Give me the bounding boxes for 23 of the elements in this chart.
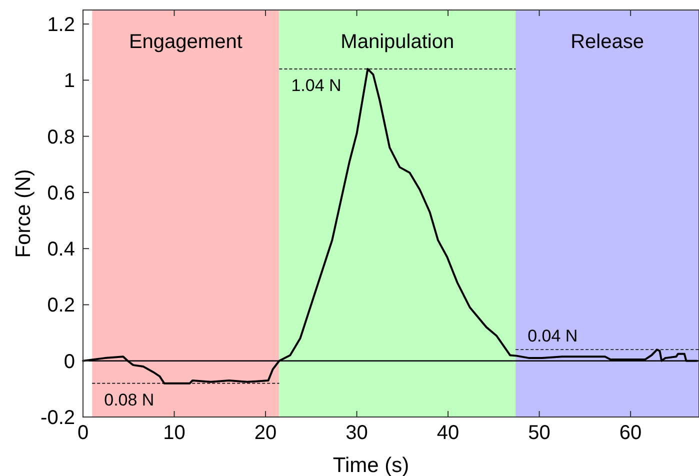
x-tick-label: 40 <box>436 422 460 444</box>
ref-line-label: 1.04 N <box>291 76 342 95</box>
x-tick-label: 50 <box>528 422 550 444</box>
y-tick-label: 0.6 <box>47 182 75 204</box>
y-tick-label: 0.4 <box>47 238 75 261</box>
ref-line-label: 0.08 N <box>104 390 154 410</box>
x-tick-label: 0 <box>77 422 89 444</box>
x-tick-label: 20 <box>254 422 277 444</box>
y-tick-label: 1 <box>64 70 75 92</box>
x-tick-label: 30 <box>346 422 368 444</box>
ref-line-label: 0.04 N <box>528 326 578 346</box>
y-axis-title: Force (N) <box>12 169 35 258</box>
x-tick-label: 60 <box>619 422 642 444</box>
y-tick-label: 0.8 <box>47 126 75 148</box>
y-tick-label: -0.2 <box>40 407 75 429</box>
band-label: Release <box>570 31 644 53</box>
x-tick-label: 10 <box>163 422 186 444</box>
y-tick-label: 1.2 <box>47 14 75 36</box>
band-label: Engagement <box>128 31 243 53</box>
x-axis-title: Time (s) <box>332 454 410 476</box>
band-label: Manipulation <box>340 31 454 53</box>
y-tick-label: 0.2 <box>47 294 75 317</box>
y-tick-label: 0 <box>64 350 75 373</box>
